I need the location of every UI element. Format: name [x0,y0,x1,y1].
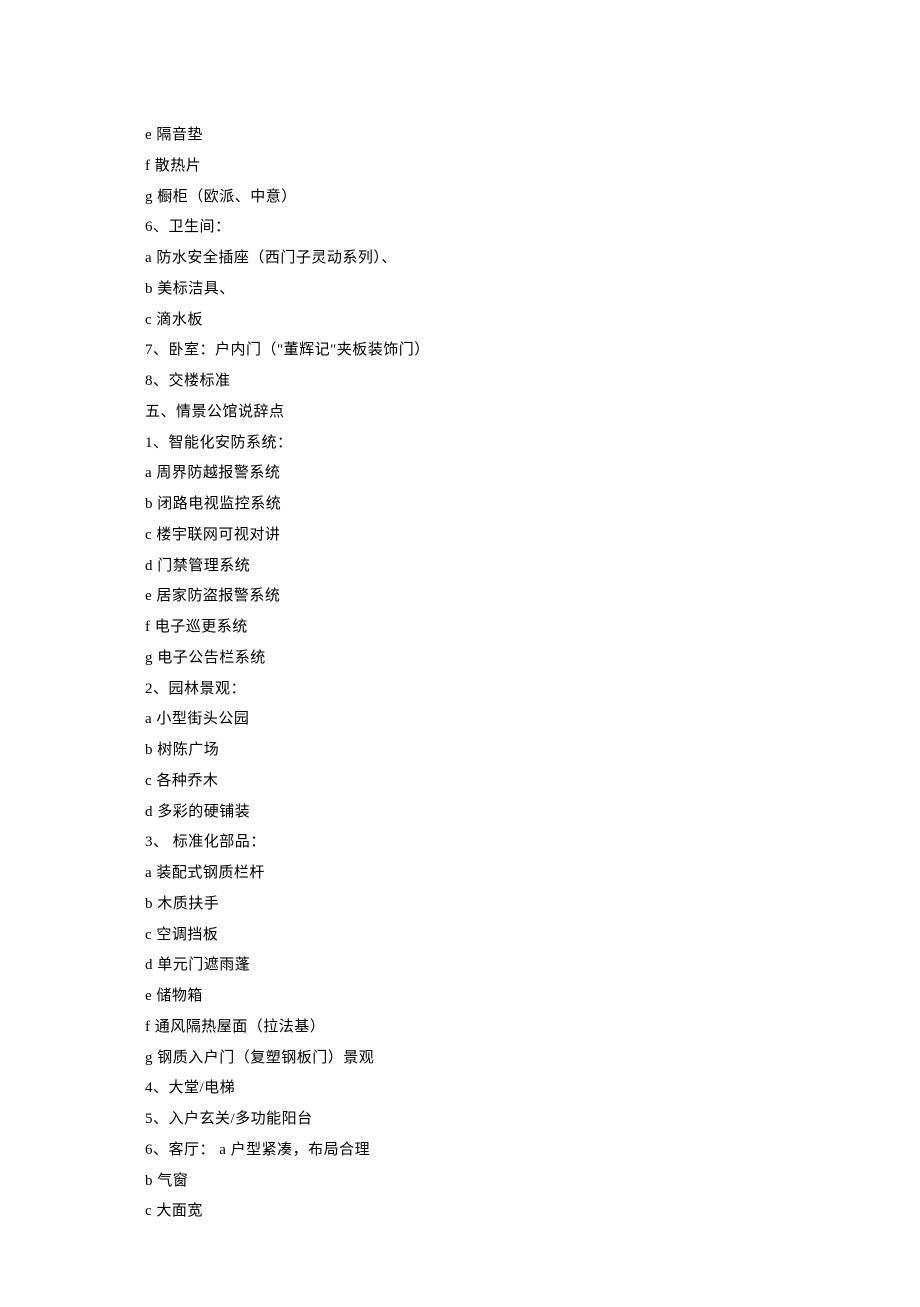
text-line: e 隔音垫 [145,120,775,151]
text-line: 5、入户玄关/多功能阳台 [145,1104,775,1135]
text-line: c 大面宽 [145,1196,775,1227]
document-page: e 隔音垫 f 散热片 g 橱柜（欧派、中意） 6、卫生间： a 防水安全插座（… [0,0,920,1307]
text-line: 6、客厅： a 户型紧凑，布局合理 [145,1135,775,1166]
text-line: a 周界防越报警系统 [145,458,775,489]
text-line: a 防水安全插座（西门子灵动系列）、 [145,243,775,274]
text-line: c 滴水板 [145,305,775,336]
text-line: e 居家防盗报警系统 [145,581,775,612]
text-line: f 通风隔热屋面（拉法基） [145,1012,775,1043]
text-line: 五、情景公馆说辞点 [145,397,775,428]
text-line: b 木质扶手 [145,889,775,920]
text-line: 7、卧室：户内门（"董辉记"夹板装饰门） [145,335,775,366]
text-line: b 气窗 [145,1166,775,1197]
text-line: d 单元门遮雨蓬 [145,950,775,981]
text-line: g 橱柜（欧派、中意） [145,182,775,213]
text-line: b 美标洁具、 [145,274,775,305]
text-line: a 装配式钢质栏杆 [145,858,775,889]
text-line: d 门禁管理系统 [145,551,775,582]
text-line: 3、 标准化部品： [145,827,775,858]
text-line: b 闭路电视监控系统 [145,489,775,520]
text-line: g 钢质入户门（复塑钢板门）景观 [145,1043,775,1074]
text-line: g 电子公告栏系统 [145,643,775,674]
text-line: c 楼宇联网可视对讲 [145,520,775,551]
text-line: b 树陈广场 [145,735,775,766]
text-line: c 空调挡板 [145,920,775,951]
text-line: 6、卫生间： [145,212,775,243]
text-line: 4、大堂/电梯 [145,1073,775,1104]
text-line: 2、园林景观： [145,674,775,705]
text-line: 1、智能化安防系统： [145,428,775,459]
text-line: e 储物箱 [145,981,775,1012]
text-line: d 多彩的硬铺装 [145,797,775,828]
text-line: 8、交楼标准 [145,366,775,397]
text-line: f 电子巡更系统 [145,612,775,643]
text-line: c 各种乔木 [145,766,775,797]
text-line: a 小型街头公园 [145,704,775,735]
text-line: f 散热片 [145,151,775,182]
